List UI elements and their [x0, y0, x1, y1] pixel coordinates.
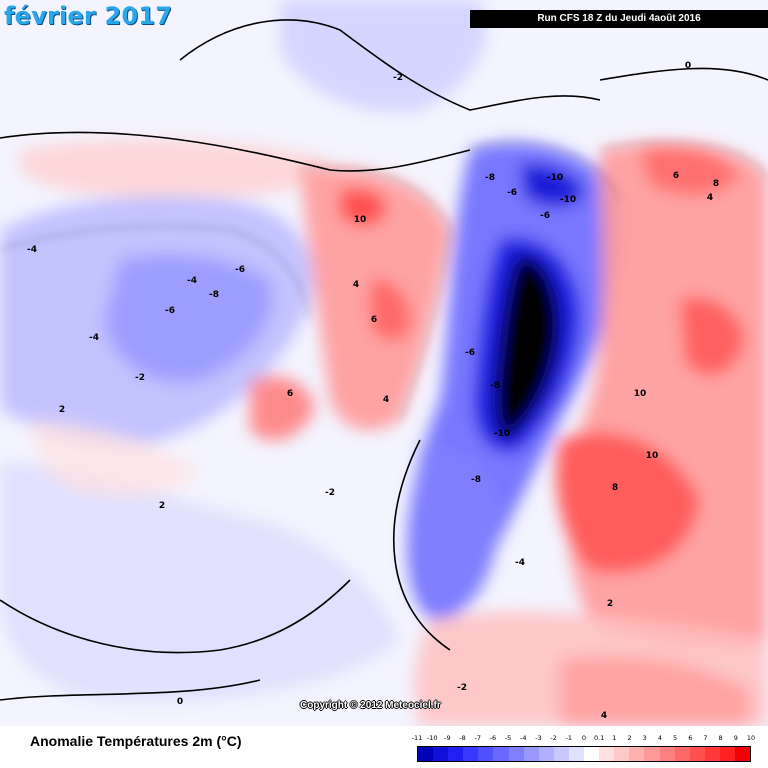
contour-label: -2: [135, 373, 145, 383]
legend-label: -9: [444, 734, 451, 742]
contour-label: -8: [209, 290, 219, 300]
contour-label: 10: [634, 389, 647, 399]
contour-label: -8: [490, 381, 500, 391]
forecast-month-title: février 2017: [4, 2, 173, 30]
legend-color-bar: [417, 746, 751, 762]
legend-label: 5: [673, 734, 678, 742]
legend-swatch: [674, 747, 690, 761]
legend-label: -3: [535, 734, 542, 742]
contour-label: -6: [540, 211, 550, 221]
contour-label: -8: [471, 475, 481, 485]
contour-label: 2: [607, 599, 613, 609]
contour-label: 0: [177, 697, 183, 707]
contour-label: -4: [27, 245, 37, 255]
legend-labels: -11 -10 -9 -8 -7 -6 -5 -4 -3 -2 -1 0 0.1 1 2 3 4 5 6 7 8 9 10: [412, 734, 755, 746]
legend-label: -10: [426, 734, 438, 742]
contour-label: -4: [89, 333, 99, 343]
legend-swatch: [463, 747, 479, 761]
contour-label: 6: [673, 171, 679, 181]
legend-swatch: [433, 747, 449, 761]
contour-label: 8: [713, 179, 719, 189]
legend-label: -6: [489, 734, 497, 742]
legend-label: 4: [657, 734, 662, 742]
legend-swatch: [659, 747, 675, 761]
legend-swatch: [493, 747, 509, 761]
contour-label: 0: [685, 61, 691, 71]
contour-label: 2: [59, 405, 65, 415]
coastline-layer: [0, 141, 768, 421]
contour-label: -6: [507, 188, 517, 198]
contour-label: 2: [159, 501, 165, 511]
legend-label: -4: [520, 734, 527, 742]
legend-swatch: [734, 747, 751, 761]
legend-label: 3: [642, 734, 647, 742]
contour-label: 10: [646, 451, 659, 461]
legend-swatch: [614, 747, 630, 761]
map-footer: Anomalie Températures 2m (°C) -11 -10 -9 -8…: [0, 726, 768, 768]
contour-labels: -10 -10 -10 -10 10 10 10 -8 -8 -8 -8 -8 …: [27, 61, 719, 721]
legend-swatch: [523, 747, 539, 761]
legend-label: -11: [411, 734, 423, 742]
temperature-anomaly-map: -10 -10 -10 -10 10 10 10 -8 -8 -8 -8 -8 …: [0, 0, 768, 726]
contour-lines: [0, 19, 768, 701]
model-run-info: Run CFS 18 Z du Jeudi 4août 2016: [470, 10, 768, 28]
contour-label: 10: [354, 215, 367, 225]
legend-swatch: [553, 747, 569, 761]
legend-swatch: [538, 747, 554, 761]
legend-label: 9: [733, 734, 738, 742]
contour-label: -10: [520, 341, 536, 351]
legend-swatch: [689, 747, 705, 761]
legend-label: -1: [565, 734, 573, 742]
legend-swatch: [568, 747, 585, 761]
contour-label: 4: [353, 280, 359, 290]
contour-label: -2: [457, 683, 467, 693]
color-scale-legend: -11 -10 -9 -8 -7 -6 -5 -4 -3 -2 -1 0 0.1 1 2 3 4 5 6 7 8 9 10: [412, 734, 755, 766]
anomaly-fill-layer: [0, 0, 768, 726]
contour-label: -8: [523, 319, 533, 329]
legend-swatch: [704, 747, 720, 761]
legend-swatch: [629, 747, 645, 761]
contour-label: -6: [465, 348, 475, 358]
contour-label: -4: [515, 558, 525, 568]
legend-swatch: [584, 747, 600, 761]
contour-label: -2: [393, 73, 403, 83]
legend-swatch: [418, 747, 434, 761]
legend-label: -8: [459, 734, 466, 742]
contour-label: -10: [560, 195, 576, 205]
legend-swatch: [644, 747, 660, 761]
contour-label: 4: [601, 711, 607, 721]
copyright-notice: Copyright © 2012 Meteociel.fr: [300, 700, 441, 711]
legend-swatch: [508, 747, 524, 761]
contour-label: 4: [707, 193, 713, 203]
legend-label: 7: [703, 734, 708, 742]
legend-label: 2: [627, 734, 632, 742]
legend-label: 1: [612, 734, 617, 742]
contour-label: -10: [547, 173, 563, 183]
contour-label: 4: [383, 395, 389, 405]
contour-label: 8: [612, 483, 618, 493]
contour-label: -4: [187, 276, 197, 286]
legend-label: 0: [581, 734, 587, 742]
variable-title: Anomalie Températures 2m (°C): [30, 733, 242, 749]
legend-label: 8: [718, 734, 723, 742]
contour-label: -2: [325, 488, 335, 498]
legend-label: -2: [550, 734, 557, 742]
legend-swatch: [478, 747, 494, 761]
contour-label: 6: [287, 389, 293, 399]
legend-label: 6: [688, 734, 693, 742]
contour-label: 6: [371, 315, 377, 325]
contour-label: -6: [165, 306, 175, 316]
legend-swatch: [719, 747, 735, 761]
legend-label: -7: [474, 734, 481, 742]
legend-label: 10: [746, 734, 756, 742]
legend-label: 0.1: [594, 734, 605, 742]
legend-swatch: [448, 747, 464, 761]
contour-label: -8: [485, 173, 495, 183]
contour-label: -10: [494, 429, 510, 439]
legend-swatch: [599, 747, 615, 761]
legend-label: -5: [504, 734, 512, 742]
contour-label: -6: [235, 265, 245, 275]
